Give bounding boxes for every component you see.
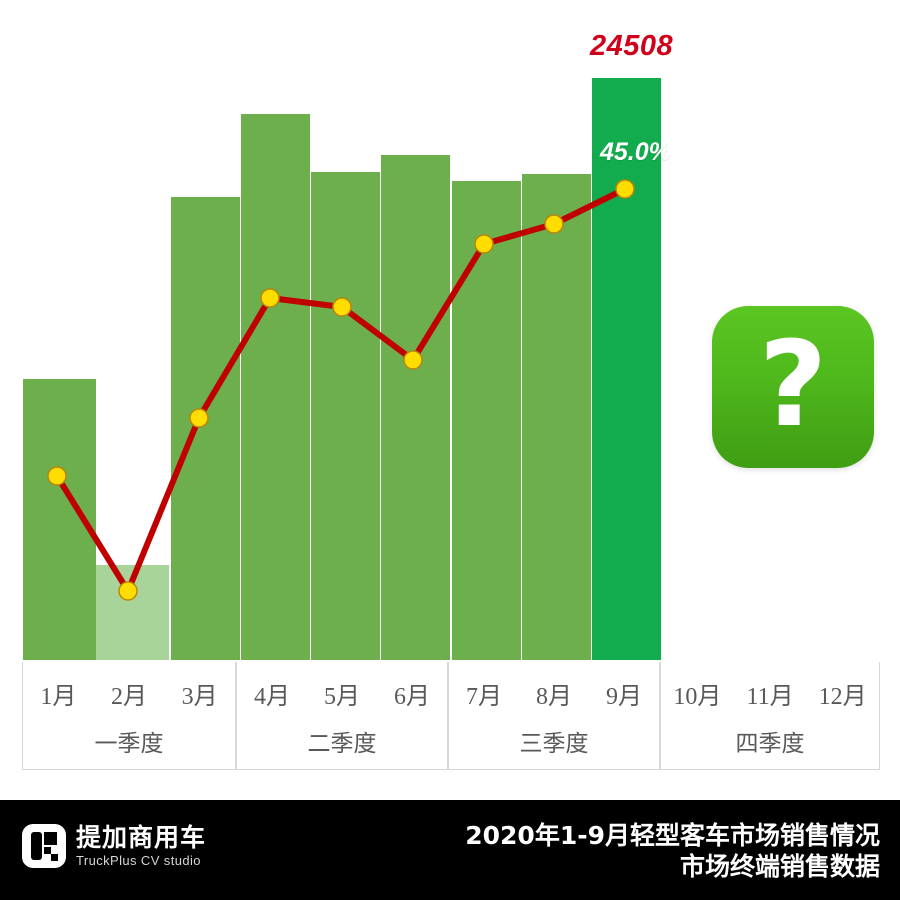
bar-6月: [381, 155, 450, 660]
quarter-label-二季度: 二季度: [307, 731, 377, 756]
value-label-september: 24508: [590, 30, 674, 62]
quarter-group-一季度: 1月 2月 3月 一季度: [22, 662, 236, 770]
month-label-8月: 8月: [536, 683, 572, 710]
logo-text-cn: 提加商用车: [76, 822, 207, 852]
quarter-group-三季度: 7月 8月 9月 三季度: [448, 662, 660, 770]
month-label-10月: 10月: [673, 683, 722, 710]
plot-area: 24508 45.0%: [23, 30, 674, 660]
bar-8月: [522, 174, 591, 660]
month-label-5月: 5月: [324, 683, 360, 710]
month-label-row: 7月 8月 9月: [449, 662, 659, 724]
x-axis-quarter-table: 1月 2月 3月 一季度 4月 5月 6月 二季度 7月 8月 9月 三季度 10月 11月 12月 四季度: [22, 662, 880, 770]
truckplus-logo-icon: [22, 824, 66, 868]
percent-label-september: 45.0%: [600, 138, 671, 166]
chart-title: 2020年1-9月轻型客车市场销售情况: [465, 821, 880, 850]
quarter-label-四季度: 四季度: [735, 731, 805, 756]
footer-titles: 2020年1-9月轻型客车市场销售情况 市场终端销售数据: [465, 820, 880, 883]
month-label-4月: 4月: [254, 683, 290, 710]
quarter-label-一季度: 一季度: [94, 731, 164, 756]
brand-logo: 提加商用车 TruckPlus CV studio: [22, 824, 206, 868]
month-label-row: 10月 11月 12月: [661, 662, 879, 724]
quarter-label-三季度: 三季度: [519, 731, 589, 756]
month-label-7月: 7月: [466, 683, 502, 710]
footer-bar: 提加商用车 TruckPlus CV studio 2020年1-9月轻型客车市…: [0, 800, 900, 900]
month-label-12月: 12月: [818, 683, 867, 710]
chart-subtitle: 市场终端销售数据: [679, 852, 880, 882]
bar-2月: [96, 565, 169, 660]
question-mark-icon[interactable]: ?: [712, 306, 874, 468]
month-label-9月: 9月: [606, 683, 642, 710]
quarter-group-四季度: 10月 11月 12月 四季度: [660, 662, 880, 770]
month-label-3月: 3月: [181, 683, 218, 710]
bar-4月: [241, 114, 310, 660]
quarter-group-二季度: 4月 5月 6月 二季度: [236, 662, 448, 770]
month-label-11月: 11月: [746, 683, 794, 710]
bar-5月: [311, 172, 380, 660]
month-label-1月: 1月: [40, 683, 77, 710]
bar-3月: [171, 197, 240, 660]
month-label-row: 1月 2月 3月: [23, 662, 235, 724]
month-label-row: 4月 5月 6月: [237, 662, 447, 724]
bar-7月: [452, 181, 521, 660]
bar-1月: [23, 379, 96, 660]
logo-text-en: TruckPlus CV studio: [76, 852, 201, 868]
month-label-6月: 6月: [394, 683, 430, 710]
month-label-2月: 2月: [111, 683, 147, 710]
question-mark-glyph: ?: [758, 315, 828, 453]
